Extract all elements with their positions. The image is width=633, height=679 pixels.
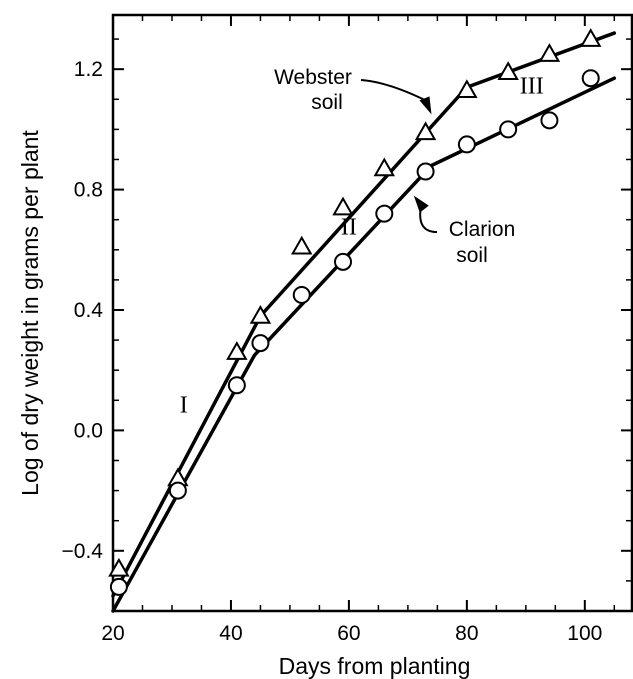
clarion-point (416, 162, 435, 181)
phase-label-iii: III (520, 73, 544, 99)
y-tick-label: −0.4 (62, 540, 104, 563)
tick-marks (112, 15, 632, 611)
clarion-point (581, 69, 600, 88)
webster-point (538, 43, 561, 62)
fit-line-webster-2 (258, 85, 469, 318)
clarion-label-line2: soil (456, 244, 488, 267)
phase-label-i: I (180, 392, 188, 418)
clarion-point (375, 204, 394, 223)
clarion-point (540, 111, 559, 130)
clarion-arrow-line (419, 207, 438, 233)
y-axis-label: Log of dry weight in grams per plant (17, 130, 43, 496)
webster-label-line2: soil (311, 91, 343, 114)
x-tick-label: 100 (567, 622, 602, 645)
phase-label-ii: II (341, 215, 357, 241)
y-tick-label: 0.8 (74, 179, 103, 202)
data-markers (108, 28, 602, 596)
clarion-point (499, 120, 518, 139)
webster-point (373, 157, 396, 177)
y-tick-label: 0.0 (74, 419, 103, 442)
fit-line-webster-1 (111, 314, 263, 598)
clarion-arrowhead (413, 195, 429, 213)
clarion-point (334, 252, 353, 271)
clarion-point (457, 135, 476, 154)
x-tick-label: 20 (101, 622, 124, 645)
clarion-point (251, 334, 270, 353)
webster-point (291, 235, 313, 255)
tick-labels: 20 40 60 80 100 −0.4 0.0 0.4 0.8 1.2 (62, 58, 603, 645)
fit-lines (111, 31, 617, 613)
clarion-point (168, 481, 187, 500)
webster-point (108, 557, 130, 577)
webster-point (332, 196, 354, 216)
webster-arrowhead (419, 96, 432, 115)
plot-frame (111, 13, 633, 613)
webster-point (579, 28, 602, 47)
webster-point (414, 121, 437, 141)
x-tick-label: 60 (337, 622, 360, 645)
x-axis-label: Days from planting (279, 653, 471, 679)
webster-point (456, 79, 478, 99)
x-tick-label: 80 (455, 622, 478, 645)
x-tick-label: 40 (219, 622, 242, 645)
clarion-point (109, 577, 128, 596)
webster-point (226, 341, 248, 360)
y-tick-label: 1.2 (74, 58, 103, 81)
y-tick-label: 0.4 (74, 299, 104, 322)
webster-point (249, 304, 272, 324)
clarion-label-line1: Clarion (449, 218, 516, 241)
webster-label-line1: Webster (274, 66, 352, 89)
clarion-point (227, 376, 246, 395)
webster-point (497, 61, 519, 80)
clarion-point (292, 285, 311, 304)
webster-arrow-line (360, 79, 426, 102)
